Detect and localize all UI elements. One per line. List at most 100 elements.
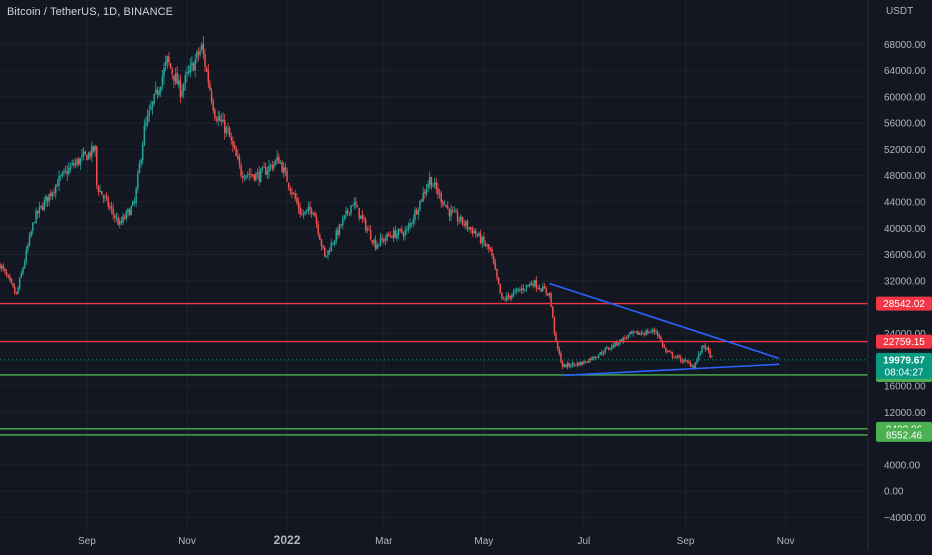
- candle-body: [63, 170, 65, 173]
- price-tick-label: 56000.00: [884, 119, 926, 130]
- candle-body: [519, 289, 521, 291]
- candle-body: [660, 337, 662, 341]
- candle-body: [391, 236, 393, 239]
- candle-body: [556, 340, 559, 349]
- candle-body: [684, 359, 687, 361]
- candle-body: [540, 288, 542, 292]
- candle-body: [635, 331, 638, 333]
- candle-body: [601, 352, 603, 354]
- candle-body: [594, 357, 597, 359]
- candle-body: [599, 351, 602, 355]
- candle-body: [443, 204, 446, 206]
- candle-body: [376, 244, 378, 250]
- candle-body: [22, 268, 24, 274]
- candle-body: [533, 280, 536, 286]
- candle-body: [522, 287, 524, 291]
- candlesticks: [0, 36, 713, 370]
- candle-body: [611, 344, 613, 349]
- candle-body: [709, 350, 711, 358]
- candle-body: [33, 222, 36, 224]
- candle-body: [401, 229, 403, 234]
- candle-body: [27, 245, 29, 250]
- candle-body: [232, 141, 234, 146]
- candle-body: [433, 182, 436, 186]
- candle-body: [469, 227, 472, 229]
- candle-body: [355, 201, 357, 207]
- candle-body: [130, 206, 132, 215]
- candle-body: [410, 223, 413, 224]
- candle-body: [17, 287, 19, 294]
- candle-body: [663, 345, 666, 348]
- candle-body: [373, 240, 375, 243]
- symbol-title[interactable]: Bitcoin / TetherUS, 1D, BINANCE: [7, 6, 174, 18]
- candle-body: [38, 206, 41, 213]
- candle-body: [632, 331, 634, 334]
- price-tick-label: 32000.00: [884, 276, 926, 287]
- candle-body: [438, 192, 441, 194]
- candle-body: [407, 225, 410, 230]
- candle-body: [248, 174, 251, 175]
- candle-body: [679, 357, 682, 362]
- price-tick-label: 60000.00: [884, 92, 926, 103]
- candle-body: [379, 237, 382, 246]
- candle-body: [18, 278, 21, 289]
- candle-body: [440, 192, 442, 203]
- candle-body: [53, 191, 55, 193]
- candle-body: [212, 101, 214, 111]
- candle-body: [219, 115, 221, 121]
- candle-body: [476, 235, 479, 236]
- candle-body: [269, 164, 272, 166]
- candle-body: [64, 170, 67, 172]
- candle-body: [56, 184, 59, 187]
- candle-body: [91, 145, 93, 157]
- candle-body: [110, 206, 113, 209]
- candle-body: [253, 174, 255, 181]
- currency-label[interactable]: USDT: [886, 6, 914, 17]
- price-axis[interactable]: 68000.00 64000.00 60000.00 56000.00 52000.00…: [884, 40, 926, 524]
- time-tick-label: Jul: [577, 536, 590, 547]
- candle-body: [629, 332, 631, 335]
- candle-body: [0, 265, 3, 269]
- candle-body: [207, 70, 210, 83]
- candle-body: [560, 353, 562, 363]
- candle-body: [117, 217, 119, 225]
- candle-body: [637, 331, 639, 335]
- candle-body: [256, 172, 259, 174]
- candle-body: [530, 283, 533, 285]
- price-tick-label: 16000.00: [884, 381, 926, 392]
- candle-body: [453, 211, 456, 212]
- candle-body: [571, 363, 574, 367]
- candle-body: [14, 287, 16, 293]
- candle-body: [468, 227, 470, 229]
- candle-body: [51, 192, 54, 197]
- candle-body: [164, 61, 167, 67]
- candle-body: [114, 215, 116, 218]
- candle-body: [196, 51, 198, 59]
- price-tick-label: 4000.00: [884, 460, 921, 471]
- candle-body: [94, 145, 96, 151]
- price-tick-label: 44000.00: [884, 197, 926, 208]
- candle-body: [588, 358, 590, 363]
- candle-body: [622, 337, 625, 342]
- candle-body: [148, 110, 151, 117]
- candle-body: [645, 330, 647, 335]
- candle-body: [456, 212, 459, 221]
- candle-body: [337, 229, 339, 235]
- time-axis[interactable]: Sep Nov 2022 Mar May Jul Sep Nov: [78, 533, 795, 547]
- candle-body: [576, 362, 579, 366]
- candle-body: [74, 162, 77, 166]
- candle-body: [291, 191, 293, 194]
- candle-body: [0, 263, 1, 269]
- candle-body: [178, 79, 180, 86]
- candle-body: [338, 224, 341, 235]
- time-tick-label: 2022: [274, 533, 301, 547]
- candle-body: [79, 158, 82, 165]
- candle-body: [187, 71, 190, 74]
- candle-body: [427, 184, 429, 188]
- candle-body: [670, 351, 672, 353]
- candle-body: [550, 293, 552, 307]
- candle-body: [84, 151, 87, 154]
- candle-body: [166, 56, 169, 63]
